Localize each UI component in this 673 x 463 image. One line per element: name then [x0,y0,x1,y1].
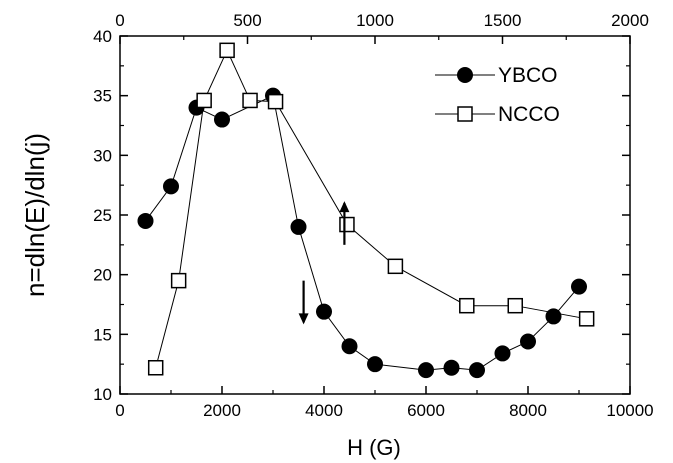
point-ybco [137,212,154,229]
point-ncco [459,297,475,314]
annotation-arrows [298,201,350,325]
point-ncco [196,92,212,109]
point-ybco [469,362,485,379]
point-ybco [571,278,587,295]
point-ybco [214,111,230,128]
y-tick-label: 30 [93,146,112,165]
legend: YBCO NCCO [435,64,560,126]
point-ncco [507,297,523,314]
point-ybco [341,338,358,355]
legend-label-ybco: YBCO [498,64,558,87]
point-ncco [267,93,284,110]
legend-marker-ncco [457,106,473,122]
point-ncco [147,359,164,376]
series-line-ncco [155,49,587,368]
legend-marker-ybco [457,67,473,83]
top-tick-label: 500 [233,11,261,30]
arrow-down-icon [298,313,309,325]
y-tick-label: 20 [93,266,112,285]
point-ncco [387,258,404,275]
plot-frame [119,35,631,395]
y-tick-label: 15 [93,325,112,344]
y-tick-label: 35 [93,87,112,106]
top-tick-label: 0 [115,11,124,30]
x-tick-label: 0 [115,401,124,420]
y-tick-label: 40 [93,27,112,46]
x-tick-label: 4000 [305,401,343,420]
point-ybco [290,218,307,235]
point-ybco [367,356,383,373]
point-ybco [545,308,562,325]
point-ybco [316,303,332,320]
top-tick-label: 1000 [356,11,394,30]
point-ybco [494,345,511,362]
point-ybco [418,362,434,379]
point-ybco [443,359,460,376]
x-axis-title: H (G) [347,435,401,460]
x-tick-label: 2000 [203,401,241,420]
y-tick-label: 10 [93,385,112,404]
point-ncco [219,42,235,59]
point-ncco [170,272,187,289]
series-line-ybco [145,94,580,371]
arrow-up-icon [339,201,350,213]
x-tick-label: 6000 [407,401,445,420]
axis-ticks: 0 2000 4000 6000 8000 10000 0 500 1000 1500 2000 10… [93,11,654,420]
point-ybco [163,178,179,195]
top-tick-label: 2000 [611,11,649,30]
legend-label-ncco: NCCO [498,103,560,126]
x-tick-label: 10000 [606,401,653,420]
point-ncco [242,92,258,109]
x-tick-label: 8000 [509,401,547,420]
data-points [137,42,595,379]
point-ybco [520,333,536,350]
top-tick-label: 1500 [484,11,522,30]
y-tick-label: 25 [93,206,112,225]
y-axis-title: n=dln(E)/dln(j) [20,133,50,297]
point-ncco [339,216,355,233]
point-ncco [578,311,595,327]
